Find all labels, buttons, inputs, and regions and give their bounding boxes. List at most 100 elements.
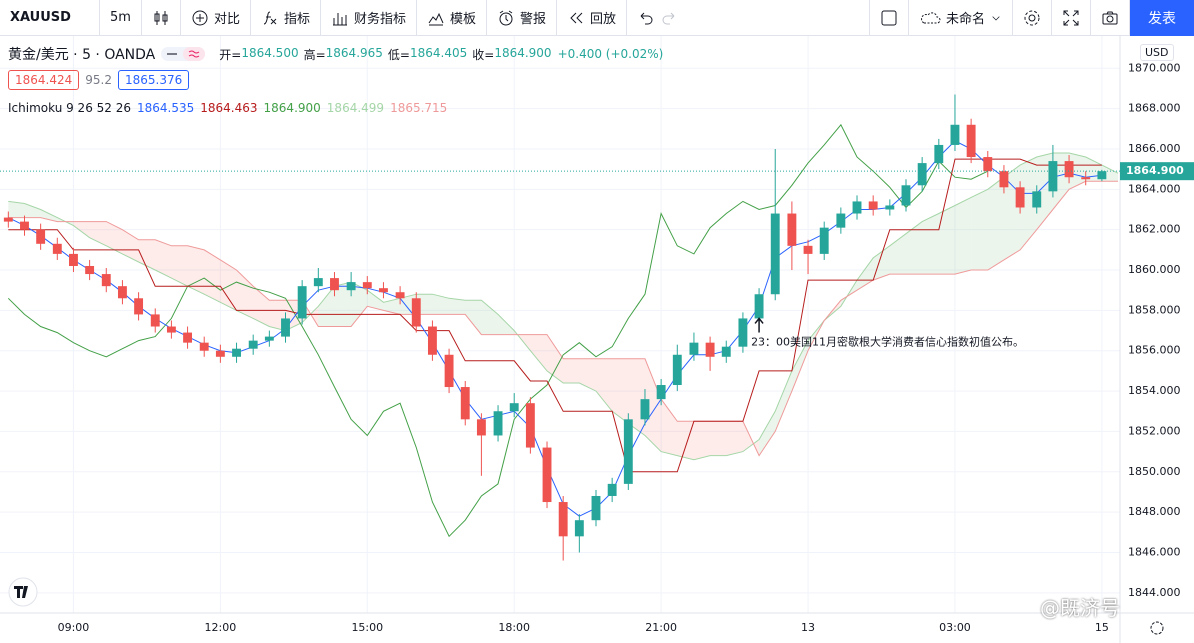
candle-body: [999, 171, 1009, 188]
cloud: [661, 399, 678, 456]
candle-body: [738, 318, 748, 347]
candle-body: [689, 342, 699, 355]
instrument: 黄金/美元 · 5 · OANDA: [8, 47, 156, 63]
candle-body: [1015, 187, 1025, 208]
candle-body: [509, 403, 519, 412]
last-price-label: 1864.900: [1126, 164, 1184, 177]
candle-body: [69, 253, 78, 266]
cloud: [432, 294, 450, 315]
compare[interactable]: 对比: [181, 0, 251, 36]
undo[interactable]: [627, 0, 688, 36]
alerts[interactable]: 警报: [487, 0, 558, 36]
cloud: [24, 203, 41, 218]
cloud: [449, 298, 466, 315]
legend-row: 黄金/美元 · 5 · OANDA 开= 1864.500 高= 1864.965 低=…: [8, 44, 663, 64]
cloud: [922, 213, 939, 275]
indicator-value: 1865.715: [390, 101, 448, 115]
candle-body: [264, 336, 274, 341]
candle-body: [623, 419, 633, 484]
x-tick-label: 03:00: [939, 621, 971, 634]
x-tick-label: 13: [801, 621, 815, 634]
financials[interactable]: 财务指标: [321, 0, 417, 36]
x-tick-label: 12:00: [205, 621, 237, 634]
y-tick-label: 1850.000: [1128, 465, 1181, 478]
candle-body: [836, 213, 846, 228]
candle-body: [885, 205, 895, 210]
watermark: @既济号: [1040, 596, 1120, 620]
candle-body: [166, 326, 176, 333]
cloud: [220, 259, 237, 311]
snapshot[interactable]: [1091, 0, 1130, 36]
ask[interactable]: 1865.376: [117, 70, 190, 90]
candle-body: [411, 298, 421, 327]
layout-name[interactable]: 未命名: [909, 0, 1013, 36]
symbol[interactable]: XAUUSD: [0, 0, 100, 36]
y-tick-label: 1868.000: [1128, 102, 1181, 115]
label: 未命名: [945, 12, 985, 27]
cloud: [383, 298, 401, 315]
candle-body: [36, 229, 46, 244]
y-tick-label: 1870.000: [1128, 61, 1181, 74]
cloud: [677, 421, 694, 460]
candle-body: [199, 342, 209, 351]
cloud: [905, 221, 923, 275]
candle-body: [52, 243, 62, 254]
candle-body: [150, 314, 160, 327]
axis-settings[interactable]: [1150, 621, 1164, 635]
cloud: [693, 421, 711, 460]
candle-body: [787, 213, 797, 246]
candle-body: [444, 354, 454, 388]
currency[interactable]: USD: [1140, 44, 1174, 61]
cloud: [873, 245, 890, 281]
indicator-value: 1864.535: [137, 101, 195, 115]
cloud: [187, 245, 205, 295]
candle-body: [558, 502, 568, 537]
replay[interactable]: 回放: [557, 0, 628, 36]
candle-body: [493, 411, 503, 436]
label: 回放: [590, 12, 617, 27]
settings[interactable]: [1013, 0, 1052, 36]
logo: [14, 586, 32, 598]
templates[interactable]: 模板: [417, 0, 487, 36]
y-tick-label: 1858.000: [1128, 303, 1181, 316]
candle-body: [950, 124, 960, 145]
candle-body: [379, 288, 388, 293]
y-tick-label: 1862.000: [1128, 223, 1181, 236]
cloud: [644, 358, 662, 452]
candle-body: [542, 447, 552, 503]
cloud: [1020, 157, 1037, 250]
candle-body: [525, 403, 535, 448]
cloud: [791, 340, 809, 392]
candle-body: [819, 227, 829, 254]
bid[interactable]: 1864.424: [8, 70, 80, 90]
candle-body: [85, 265, 95, 275]
cloud: [889, 233, 906, 275]
candle-body: [330, 278, 339, 291]
publish[interactable]: 发表: [1130, 0, 1194, 36]
y-tick-label: 1856.000: [1128, 344, 1181, 357]
cloud: [938, 205, 955, 275]
interval[interactable]: 5m: [100, 0, 142, 36]
ohlc-label: 低=: [387, 47, 410, 62]
y-tick-label: 1866.000: [1128, 142, 1181, 155]
y-tick-label: 1860.000: [1128, 263, 1181, 276]
layout-toggle[interactable]: [868, 0, 909, 36]
candle-body: [607, 483, 617, 496]
candle-body: [101, 274, 111, 287]
indicators[interactable]: 指标: [251, 0, 321, 36]
cloud: [547, 334, 564, 384]
candle-body: [232, 348, 241, 357]
cloud: [971, 189, 988, 271]
candle-body: [901, 185, 911, 206]
label: 模板: [449, 12, 476, 27]
chart-type[interactable]: [142, 0, 181, 36]
indicator-value: 1864.900: [263, 101, 321, 115]
x-tick-label: 09:00: [58, 621, 90, 634]
cloud: [498, 314, 515, 335]
cloud: [954, 197, 972, 275]
fullscreen[interactable]: [1052, 0, 1091, 36]
candle-body: [460, 387, 470, 420]
cloud: [530, 334, 548, 371]
cloud: [710, 421, 727, 456]
label: 指标: [283, 12, 310, 27]
